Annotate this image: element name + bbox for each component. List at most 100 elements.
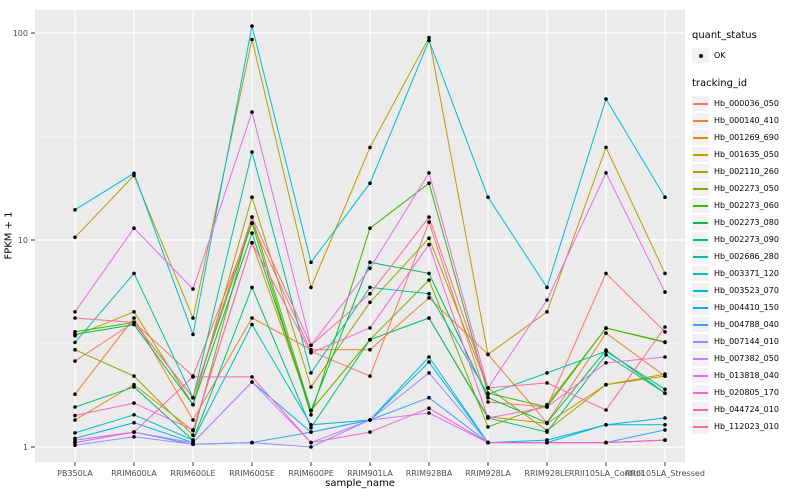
tracking-id-label: Hb_001635_050: [714, 150, 779, 159]
x-tick-label: RRIM928LE: [524, 469, 569, 478]
data-point: [368, 285, 372, 290]
data-point: [663, 340, 667, 344]
data-point: [663, 428, 667, 432]
data-point: [486, 425, 490, 429]
tracking-id-label: Hb_004410_150: [714, 303, 779, 312]
data-point: [427, 406, 431, 411]
data-point: [73, 405, 77, 409]
data-point: [427, 38, 431, 43]
data-point: [250, 195, 254, 199]
tracking-id-legend-item: Hb_000140_410: [692, 112, 798, 129]
data-point: [427, 278, 431, 282]
legend-key-line: [693, 323, 708, 326]
legend-key-line: [693, 289, 708, 292]
data-point: [132, 430, 136, 434]
legend-key-line: [693, 306, 708, 309]
tracking-id-label: Hb_044724_010: [714, 405, 779, 414]
legend-key-line: [693, 204, 708, 207]
data-point: [604, 145, 608, 150]
data-point: [309, 408, 313, 413]
legend-key-box: [692, 147, 709, 162]
data-point: [663, 423, 667, 427]
data-point: [545, 438, 549, 442]
data-point: [604, 271, 608, 276]
legend-key-box: [692, 164, 709, 179]
data-point: [368, 145, 372, 150]
data-point: [368, 418, 372, 422]
tracking-id-legend-item: Hb_002273_080: [692, 214, 798, 231]
quant-status-label: OK: [714, 51, 726, 60]
x-tick-label: RRIM600SE: [229, 469, 275, 478]
legend-key-box: [692, 266, 709, 281]
tracking-id-legend-item: Hb_003523_070: [692, 282, 798, 299]
tracking-id-label: Hb_003371_120: [714, 269, 779, 278]
data-point: [545, 405, 549, 409]
data-point: [604, 423, 608, 427]
data-point: [486, 392, 490, 397]
tracking-id-legend-item: Hb_001635_050: [692, 146, 798, 163]
tracking-id-legend-item: Hb_004410_150: [692, 299, 798, 316]
legend-key-box: [692, 402, 709, 417]
data-point: [545, 430, 549, 434]
data-point: [309, 445, 313, 449]
data-point: [663, 290, 667, 294]
data-point: [250, 110, 254, 114]
data-point: [604, 361, 608, 365]
data-point: [73, 340, 77, 345]
data-point: [663, 438, 667, 442]
data-point: [309, 260, 313, 265]
data-point: [427, 316, 431, 320]
legend-key-line: [693, 408, 708, 411]
data-point: [604, 331, 608, 335]
data-point: [427, 242, 431, 247]
tracking-id-label: Hb_003523_070: [714, 286, 779, 295]
data-point: [250, 322, 254, 327]
data-point: [368, 181, 372, 185]
data-point: [545, 285, 549, 290]
legend-key-box: [692, 419, 709, 434]
data-point: [663, 387, 667, 392]
legend-key-line: [693, 221, 708, 224]
data-point: [486, 352, 490, 357]
data-point: [191, 375, 195, 379]
tracking-id-label: Hb_001269_690: [714, 133, 779, 142]
legend-key-line: [693, 170, 708, 173]
tracking-id-label: Hb_002273_080: [714, 218, 779, 227]
data-point: [73, 316, 77, 320]
data-point: [73, 413, 77, 418]
legend-key-box: [692, 215, 709, 230]
data-point: [427, 236, 431, 240]
tracking-id-legend-items: Hb_000036_050 Hb_000140_410 Hb_001269_690 H…: [692, 95, 798, 435]
data-point: [132, 385, 136, 389]
tracking-id-label: Hb_000036_050: [714, 99, 779, 108]
data-point: [427, 181, 431, 185]
data-point: [368, 430, 372, 434]
legend-key-line: [693, 238, 708, 241]
data-point: [73, 347, 77, 352]
data-point: [368, 291, 372, 296]
x-tick-label: RRIM600PE: [288, 469, 334, 478]
data-point: [191, 433, 195, 438]
x-tick-label: RRIM600LA: [111, 469, 157, 478]
tracking-id-legend-item: Hb_000036_050: [692, 95, 798, 112]
data-point: [368, 226, 372, 230]
data-point: [368, 374, 372, 378]
tracking-id-legend-item: Hb_020805_170: [692, 384, 798, 401]
legend-key-box: [692, 351, 709, 366]
tracking-id-legend-item: Hb_004788_040: [692, 316, 798, 333]
x-tick-label: RRII105LA_Stressed: [625, 469, 705, 478]
x-tick-label: RRIM901LA: [347, 469, 393, 478]
data-point: [309, 425, 313, 430]
data-point: [191, 418, 195, 422]
data-point: [191, 316, 195, 320]
data-point: [309, 351, 313, 355]
tracking-id-legend-item: Hb_112023_010: [692, 418, 798, 435]
legend-key-box: [692, 130, 709, 145]
legend-key-box: [692, 198, 709, 213]
data-point: [132, 226, 136, 230]
data-point: [427, 35, 431, 40]
tracking-id-legend-item: Hb_003371_120: [692, 265, 798, 282]
data-point: [427, 171, 431, 175]
tracking-id-legend-title: tracking_id: [692, 78, 748, 89]
